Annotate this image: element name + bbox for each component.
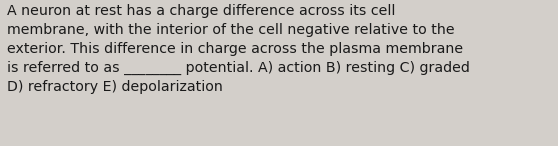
Text: A neuron at rest has a charge difference across its cell
membrane, with the inte: A neuron at rest has a charge difference… xyxy=(7,4,470,94)
